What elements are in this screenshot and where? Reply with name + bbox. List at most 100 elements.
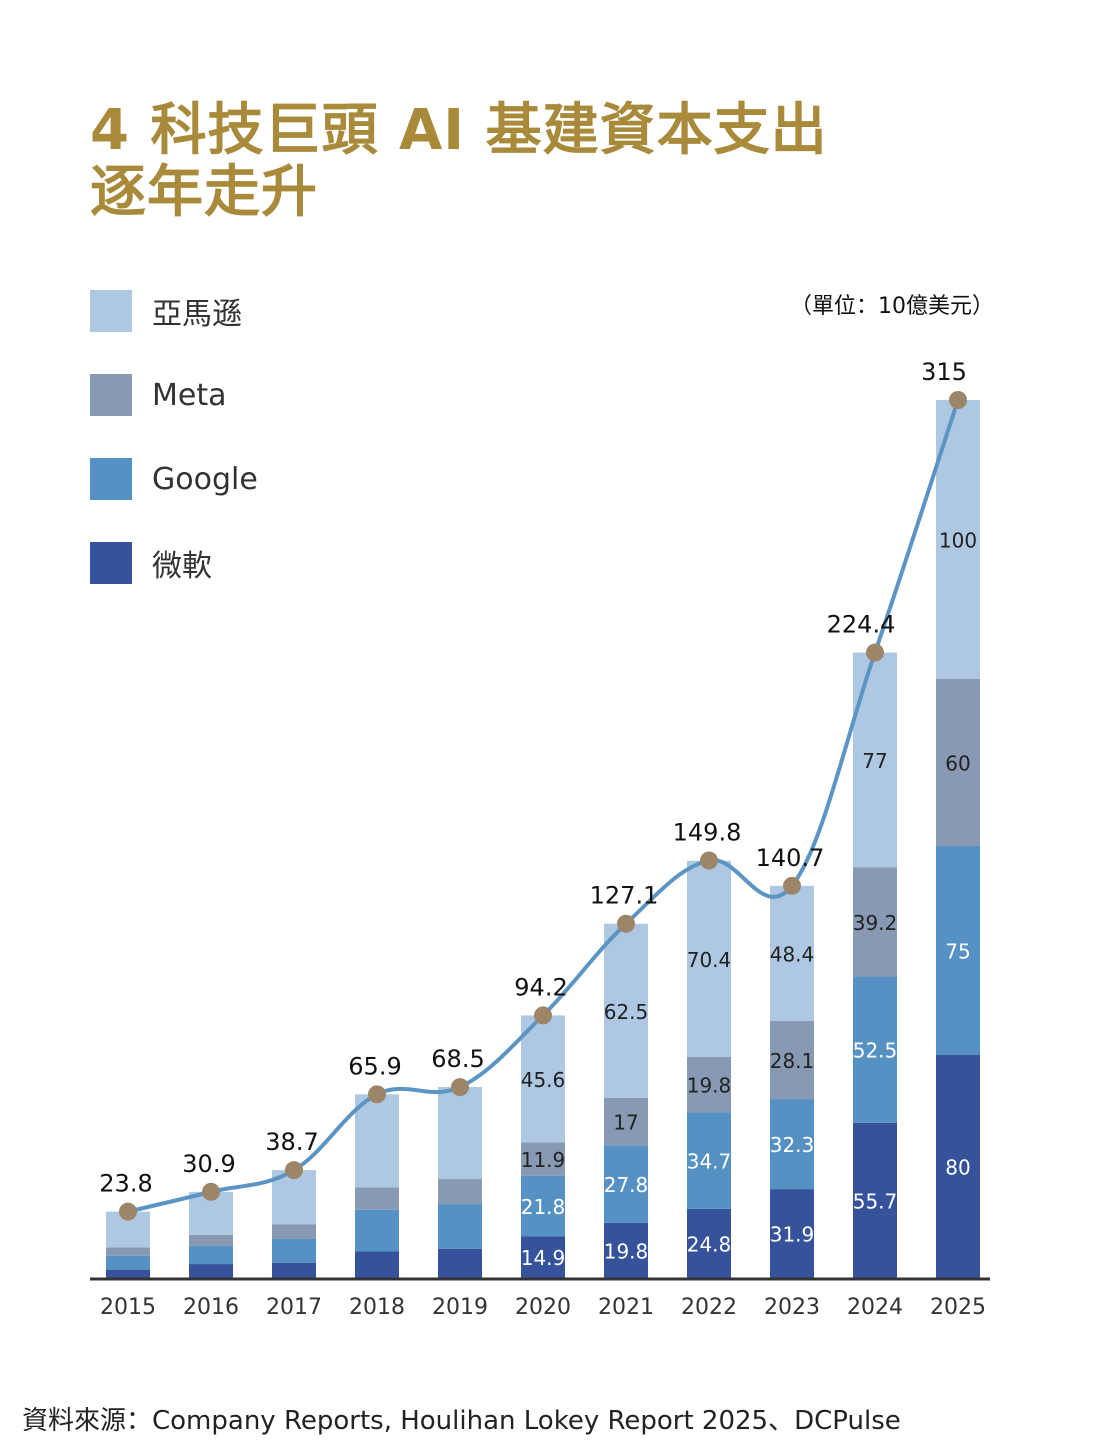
bar-segment-2020-3 <box>521 1015 565 1143</box>
data-label-2023-0: 31.9 <box>770 1223 815 1247</box>
total-point-2021 <box>617 914 635 933</box>
data-label-2024-3: 77 <box>862 749 887 773</box>
total-label-2023: 140.7 <box>756 844 825 872</box>
total-label-2022: 149.8 <box>673 818 742 846</box>
total-point-2015 <box>119 1202 137 1221</box>
bar-segment-2019-1 <box>438 1204 482 1249</box>
bar-segment-2021-0 <box>604 1222 648 1278</box>
data-label-2020-3: 45.6 <box>521 1068 566 1092</box>
bar-segment-2018-0 <box>355 1251 399 1278</box>
bar-segment-2019-0 <box>438 1248 482 1278</box>
bar-segment-2017-0 <box>272 1262 316 1278</box>
data-label-2021-1: 27.8 <box>604 1173 649 1197</box>
x-tick-label-2025: 2025 <box>930 1295 986 1320</box>
data-label-2020-0: 14.9 <box>521 1246 566 1270</box>
data-label-2024-0: 55.7 <box>853 1189 898 1213</box>
bar-segment-2019-3 <box>438 1087 482 1180</box>
data-label-2022-1: 34.7 <box>687 1150 732 1174</box>
bar-segment-2025-0 <box>936 1055 980 1278</box>
data-label-2023-3: 48.4 <box>770 942 815 966</box>
unit-label: （單位：10億美元） <box>790 294 994 319</box>
legend-label-meta: Meta <box>152 377 227 413</box>
data-label-2024-1: 52.5 <box>853 1039 898 1063</box>
bar-segment-2025-1 <box>936 845 980 1056</box>
total-point-2023 <box>783 876 801 895</box>
x-tick-label-2023: 2023 <box>764 1295 820 1320</box>
total-point-2016 <box>202 1182 220 1201</box>
data-label-2022-2: 19.8 <box>687 1074 732 1098</box>
data-label-2021-0: 19.8 <box>604 1239 649 1263</box>
bar-segment-2023-2 <box>770 1020 814 1100</box>
legend-label-amazon: 亞馬遜 <box>152 297 242 332</box>
total-point-2019 <box>451 1078 469 1097</box>
bar-segment-2016-1 <box>189 1245 233 1265</box>
legend-label-google: Google <box>152 461 258 497</box>
x-tick-label-2017: 2017 <box>266 1295 322 1320</box>
x-tick-label-2019: 2019 <box>432 1295 488 1320</box>
legend-swatch-google <box>90 458 132 500</box>
x-tick-label-2022: 2022 <box>681 1295 737 1320</box>
total-point-2025 <box>949 391 967 409</box>
data-label-2020-2: 11.9 <box>521 1148 566 1172</box>
bar-segment-2024-2 <box>853 867 897 977</box>
bar-segment-2023-1 <box>770 1099 814 1190</box>
bar-segment-2023-3 <box>770 885 814 1021</box>
bar-segment-2022-0 <box>687 1208 731 1278</box>
bar-segment-2024-0 <box>853 1122 897 1278</box>
data-label-2020-1: 21.8 <box>521 1195 566 1219</box>
bar-segment-2021-3 <box>604 923 648 1098</box>
legend: 亞馬遜 Meta Google 微軟 <box>90 290 258 626</box>
data-label-2025-2: 60 <box>945 751 970 775</box>
data-label-2023-2: 28.1 <box>770 1049 815 1073</box>
data-label-2023-1: 32.3 <box>770 1133 815 1157</box>
chart-title: 4 科技巨頭 AI 基建資本支出 逐年走升 <box>90 100 990 224</box>
x-tick-label-2024: 2024 <box>847 1295 903 1320</box>
data-label-2022-3: 70.4 <box>687 948 732 972</box>
bar-segment-2023-0 <box>770 1189 814 1278</box>
bar-segment-2021-1 <box>604 1145 648 1223</box>
bar-segment-2016-0 <box>189 1264 233 1278</box>
legend-label-microsoft: 微軟 <box>152 549 212 584</box>
chart-title-line1: 4 科技巨頭 AI 基建資本支出 <box>90 98 828 163</box>
bar-segment-2018-2 <box>355 1187 399 1210</box>
total-point-2022 <box>700 851 718 870</box>
legend-item-microsoft: 微軟 <box>90 542 258 584</box>
total-label-2021: 127.1 <box>590 882 659 910</box>
bar-segment-2017-1 <box>272 1238 316 1263</box>
data-label-2025-1: 75 <box>945 939 970 963</box>
data-label-2022-0: 24.8 <box>687 1232 732 1256</box>
chart-title-line2: 逐年走升 <box>90 160 318 225</box>
total-label-2015: 23.8 <box>99 1170 152 1198</box>
x-tick-label-2016: 2016 <box>183 1295 239 1320</box>
source-note: 資料來源：Company Reports, Houlihan Lokey Rep… <box>22 1406 901 1436</box>
total-label-2017: 38.7 <box>265 1128 318 1156</box>
bar-segment-2025-2 <box>936 678 980 846</box>
x-tick-label-2018: 2018 <box>349 1295 405 1320</box>
legend-swatch-meta <box>90 374 132 416</box>
bar-segment-2021-2 <box>604 1097 648 1146</box>
bar-segment-2015-0 <box>106 1269 150 1278</box>
total-label-2020: 94.2 <box>514 973 567 1001</box>
bar-segment-2020-0 <box>521 1236 565 1278</box>
legend-swatch-amazon <box>90 290 132 332</box>
bar-segment-2020-2 <box>521 1142 565 1176</box>
bar-segment-2022-3 <box>687 860 731 1057</box>
x-tick-label-2015: 2015 <box>100 1295 156 1320</box>
x-tick-label-2020: 2020 <box>515 1295 571 1320</box>
bar-segment-2016-2 <box>189 1234 233 1246</box>
total-label-2016: 30.9 <box>182 1150 235 1178</box>
data-label-2024-2: 39.2 <box>853 911 898 935</box>
legend-item-amazon: 亞馬遜 <box>90 290 258 332</box>
data-label-2025-0: 80 <box>945 1156 970 1180</box>
bar-segment-2020-1 <box>521 1175 565 1237</box>
bar-segment-2018-1 <box>355 1209 399 1252</box>
total-point-2020 <box>534 1006 552 1025</box>
legend-swatch-microsoft <box>90 542 132 584</box>
data-label-2021-3: 62.5 <box>604 1000 649 1024</box>
bar-segment-2015-2 <box>106 1247 150 1256</box>
data-label-2021-2: 17 <box>613 1111 638 1135</box>
total-label-2025: 315 <box>921 358 967 386</box>
data-label-2025-3: 100 <box>939 528 977 552</box>
bar-segment-2019-2 <box>438 1179 482 1205</box>
